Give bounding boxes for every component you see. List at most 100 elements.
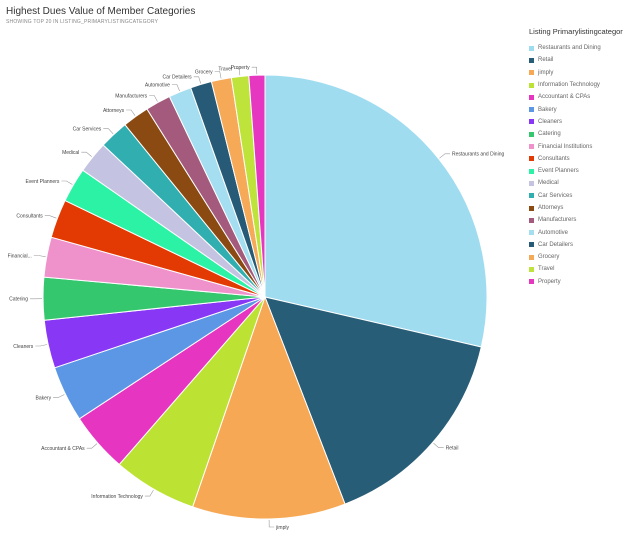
legend-item-automotive[interactable]: Automotive xyxy=(529,226,623,238)
legend-swatch xyxy=(529,193,534,199)
slice-label-restaurants-and-dining: Restaurants and Dining xyxy=(452,152,504,158)
slice-label-cleaners: Cleaners xyxy=(13,344,34,350)
legend-label: Automotive xyxy=(538,229,569,236)
leader-line-grocery xyxy=(214,71,222,79)
pie-slice-property[interactable] xyxy=(248,74,266,298)
legend-label: Car Services xyxy=(538,192,573,199)
leader-line-accountant-cpas xyxy=(86,443,98,449)
legend-items: Restaurants and Dining Retail jimply Inform… xyxy=(529,42,623,288)
slice-label-property: Property xyxy=(231,65,250,71)
legend-item-jimply[interactable]: jimply xyxy=(529,67,623,79)
legend-item-information-technology[interactable]: Information Technology xyxy=(529,79,623,91)
legend-swatch xyxy=(529,242,534,248)
legend-item-cleaners[interactable]: Cleaners xyxy=(529,116,623,128)
legend-item-grocery[interactable]: Grocery xyxy=(529,251,623,263)
leader-line-cleaners xyxy=(35,344,48,347)
legend-swatch xyxy=(529,266,534,272)
leader-line-consultants xyxy=(44,215,57,219)
slice-label-consultants: Consultants xyxy=(16,214,43,220)
chart-subtitle: SHOWING TOP 20 IN LISTING_PRIMARYLISTING… xyxy=(6,19,159,25)
legend-item-catering[interactable]: Catering xyxy=(529,128,623,140)
legend-swatch xyxy=(529,131,534,137)
legend-item-property[interactable]: Property xyxy=(529,276,623,288)
legend-item-event-planners[interactable]: Event Planners xyxy=(529,165,623,177)
legend-item-medical[interactable]: Medical xyxy=(529,177,623,189)
slice-label-bakery: Bakery xyxy=(36,395,52,401)
leader-line-property xyxy=(251,66,258,75)
leader-line-manufacturers xyxy=(149,95,158,102)
pie-slice-jimply[interactable] xyxy=(191,295,346,520)
legend-swatch xyxy=(529,119,534,125)
leader-line-car-services xyxy=(103,128,114,135)
legend-label: Restaurants and Dining xyxy=(538,45,601,52)
legend-label: Accountant & CPAs xyxy=(538,94,591,101)
legend-swatch xyxy=(529,156,534,162)
leader-line-jimply xyxy=(268,519,275,528)
slice-label-retail: Retail xyxy=(446,446,459,452)
legend-swatch xyxy=(529,217,534,223)
leader-line-bakery xyxy=(53,394,65,398)
legend-swatch xyxy=(529,57,534,63)
legend-item-car-services[interactable]: Car Services xyxy=(529,190,623,202)
legend-swatch xyxy=(529,107,534,113)
legend-label: Information Technology xyxy=(538,82,600,89)
legend-swatch xyxy=(529,230,534,236)
legend-item-accountant-cpas[interactable]: Accountant & CPAs xyxy=(529,91,623,103)
slice-label-car-detailers: Car Detailers xyxy=(163,75,193,81)
leader-line-retail xyxy=(433,442,444,449)
legend-title: Listing Primarylistingcategory xyxy=(529,27,623,36)
legend-item-attorneys[interactable]: Attorneys xyxy=(529,202,623,214)
legend-label: Travel xyxy=(538,266,555,273)
leader-line-information-technology xyxy=(144,489,154,497)
legend-swatch xyxy=(529,82,534,88)
legend-label: Bakery xyxy=(538,106,557,113)
slice-label-event-planners: Event Planners xyxy=(25,179,59,185)
slice-label-attorneys: Attorneys xyxy=(103,108,125,114)
legend-label: Attorneys xyxy=(538,205,564,211)
chart-title: Highest Dues Value of Member Categories xyxy=(6,6,196,17)
legend-label: jimply xyxy=(538,69,554,76)
pie-slice-restaurants-and-dining[interactable] xyxy=(264,74,488,348)
legend-item-financial-institutions[interactable]: Financial Institutions xyxy=(529,140,623,152)
legend: Listing Primarylistingcategory Restauran… xyxy=(529,27,623,288)
legend-swatch xyxy=(529,144,534,150)
legend-item-retail[interactable]: Retail xyxy=(529,54,623,66)
slice-label-accountant-cpas: Accountant & CPAs xyxy=(41,446,85,452)
legend-item-restaurants-and-dining[interactable]: Restaurants and Dining xyxy=(529,42,623,54)
slice-label-automotive: Automotive xyxy=(145,82,170,88)
legend-item-consultants[interactable]: Consultants xyxy=(529,153,623,165)
slice-label-catering: Catering xyxy=(9,297,28,303)
slice-label-medical: Medical xyxy=(62,150,79,156)
legend-label: Manufacturers xyxy=(538,217,577,224)
slice-label-financial-institutions: Financial... xyxy=(8,253,32,259)
legend-item-manufacturers[interactable]: Manufacturers xyxy=(529,214,623,226)
legend-swatch xyxy=(529,279,534,285)
legend-item-car-detailers[interactable]: Car Detailers xyxy=(529,239,623,251)
legend-label: Financial Institutions xyxy=(538,143,593,150)
legend-label: Grocery xyxy=(538,254,560,261)
leader-line-medical xyxy=(81,151,92,157)
legend-label: Retail xyxy=(538,57,554,64)
leader-line-automotive xyxy=(171,84,180,92)
leader-line-attorneys xyxy=(126,109,136,116)
legend-item-bakery[interactable]: Bakery xyxy=(529,103,623,115)
legend-swatch xyxy=(529,45,534,51)
slice-label-car-services: Car Services xyxy=(73,126,102,132)
slice-label-information-technology: Information Technology xyxy=(91,494,143,500)
legend-label: Consultants xyxy=(538,155,570,162)
legend-swatch xyxy=(529,168,534,174)
legend-item-travel[interactable]: Travel xyxy=(529,263,623,275)
leader-line-financial-institutions xyxy=(33,255,46,258)
slice-label-manufacturers: Manufacturers xyxy=(115,93,147,99)
legend-label: Cleaners xyxy=(538,118,563,125)
leader-line-car-detailers xyxy=(193,76,201,84)
legend-label: Medical xyxy=(538,180,559,187)
slice-label-jimply: jimply xyxy=(275,525,289,531)
legend-swatch xyxy=(529,94,534,100)
leader-line-travel xyxy=(234,68,241,76)
slice-label-grocery: Grocery xyxy=(195,69,213,75)
pie-slice-retail[interactable] xyxy=(264,296,482,505)
leader-line-event-planners xyxy=(61,180,73,185)
legend-label: Car Detailers xyxy=(538,241,574,248)
